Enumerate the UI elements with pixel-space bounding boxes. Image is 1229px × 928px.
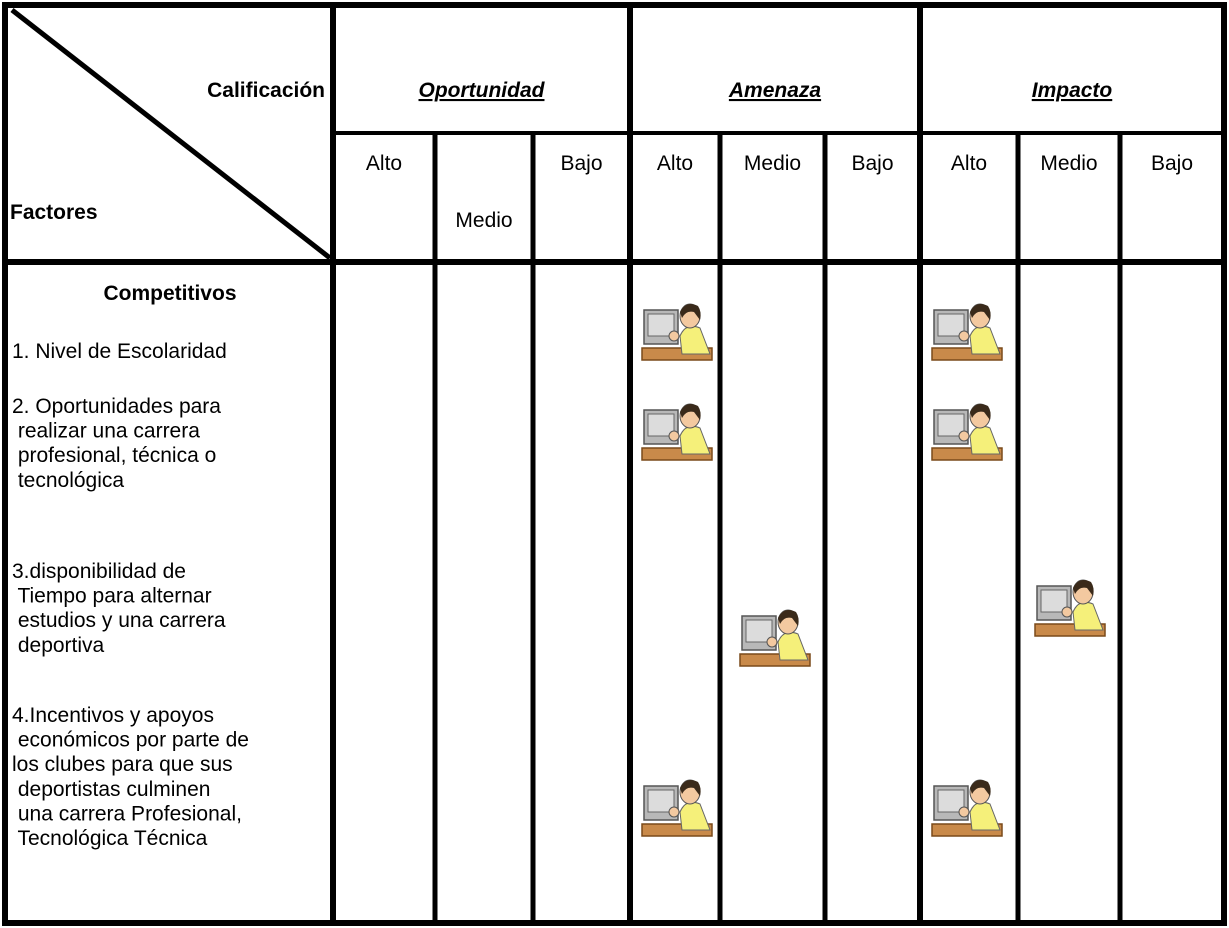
factor-line: deportiva — [12, 634, 105, 657]
factor-line: económicos por parte de — [12, 729, 249, 752]
icon — [739, 609, 811, 667]
factor-line: 2. Oportunidades para — [12, 395, 221, 418]
level-label: Bajo — [1151, 152, 1193, 175]
section-title: Competitivos — [103, 282, 236, 305]
level-label: Bajo — [851, 152, 893, 175]
level-label: Medio — [744, 152, 801, 175]
level-label: Alto — [366, 152, 402, 175]
factor-line: 1. Nivel de Escolaridad — [12, 340, 227, 363]
factor-line: 4.Incentivos y apoyos — [12, 704, 214, 727]
icon — [1034, 579, 1106, 637]
level-label: Alto — [951, 152, 987, 175]
level-label: Medio — [1040, 152, 1097, 175]
level-label: Alto — [657, 152, 693, 175]
factor-line: deportistas culminen — [12, 778, 210, 801]
group-title: Oportunidad — [419, 79, 546, 102]
icons — [641, 303, 1106, 837]
factor-line: realizar una carrera — [12, 420, 200, 443]
group-title: Impacto — [1032, 79, 1113, 102]
icon — [641, 779, 713, 837]
level-label: Bajo — [560, 152, 602, 175]
level-label: Medio — [455, 209, 512, 232]
icon — [931, 303, 1003, 361]
icon — [931, 779, 1003, 837]
factor-line: los clubes para que sus — [12, 753, 233, 776]
factor-line: una carrera Profesional, — [12, 802, 242, 825]
corner-top: Calificación — [207, 79, 325, 102]
factor-line: Tiempo para alternar — [12, 585, 212, 608]
corner-bottom: Factores — [10, 201, 98, 224]
factor-line: 3.disponibilidad de — [12, 560, 186, 583]
icon — [641, 303, 713, 361]
group-title: Amenaza — [728, 79, 822, 102]
factor-line: estudios y una carrera — [12, 609, 226, 632]
icon — [931, 403, 1003, 461]
factor-line: Tecnológica Técnica — [12, 827, 208, 850]
factor-line: profesional, técnica o — [12, 444, 216, 467]
icon — [641, 403, 713, 461]
factor-line: tecnológica — [12, 469, 124, 492]
